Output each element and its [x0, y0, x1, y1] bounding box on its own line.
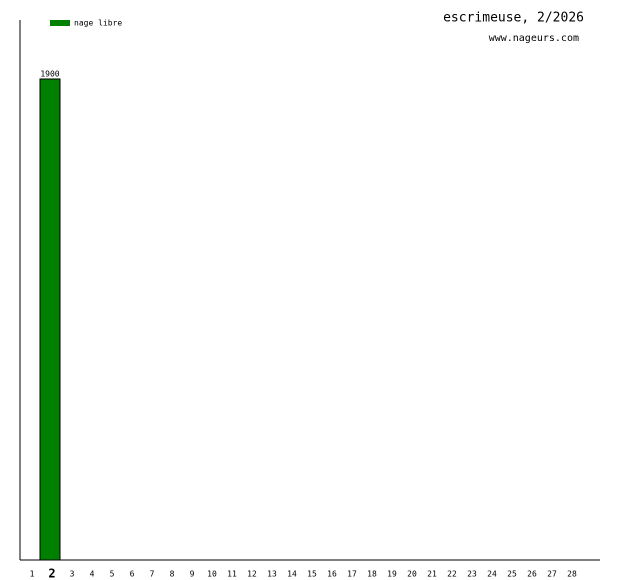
x-tick-label: 1: [30, 570, 35, 579]
x-tick-label: 23: [467, 570, 477, 579]
data-label: 1900: [40, 69, 59, 78]
x-tick-label: 24: [487, 570, 497, 579]
x-tick-label: 15: [307, 570, 317, 579]
x-tick-label: 5: [110, 570, 115, 579]
x-tick-label: 2: [48, 567, 55, 580]
x-tick-label: 17: [347, 570, 357, 579]
x-tick-label: 6: [130, 570, 135, 579]
x-tick-label: 16: [327, 570, 337, 579]
x-tick-label: 11: [227, 570, 237, 579]
x-tick-label: 21: [427, 570, 437, 579]
x-tick-label: 27: [547, 570, 557, 579]
x-tick-label: 3: [70, 570, 75, 579]
x-tick-label: 26: [527, 570, 537, 579]
x-tick-label: 9: [190, 570, 195, 579]
bar: [39, 78, 61, 561]
x-tick-label: 4: [90, 570, 95, 579]
x-tick-label: 13: [267, 570, 277, 579]
legend-swatch: [50, 20, 70, 26]
legend-label: nage libre: [74, 19, 122, 28]
x-tick-label: 8: [170, 570, 175, 579]
x-tick-label: 7: [150, 570, 155, 579]
x-tick-label: 20: [407, 570, 417, 579]
x-tick-label: 28: [567, 570, 577, 579]
x-tick-label: 22: [447, 570, 457, 579]
x-tick-label: 12: [247, 570, 257, 579]
x-tick-label: 25: [507, 570, 517, 579]
x-tick-label: 19: [387, 570, 397, 579]
chart-subtitle: www.nageurs.com: [489, 33, 579, 44]
chart-title: escrimeuse, 2/2026: [443, 11, 584, 26]
x-tick-label: 18: [367, 570, 377, 579]
x-tick-label: 14: [287, 570, 297, 579]
x-tick-label: 10: [207, 570, 217, 579]
